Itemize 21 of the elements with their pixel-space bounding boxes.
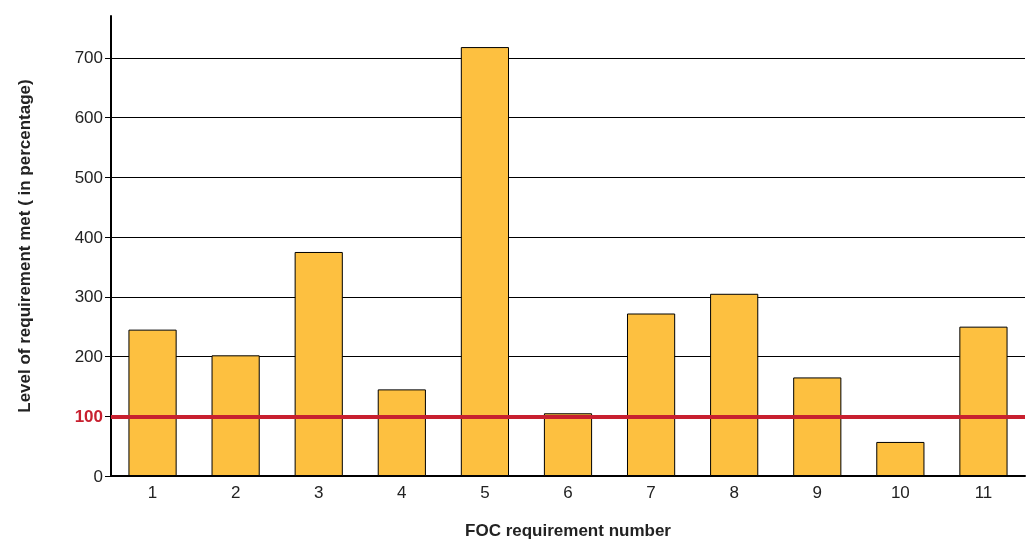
x-tick-label: 3 <box>313 483 324 502</box>
y-tick-label: 500 <box>74 167 103 187</box>
y-tick-label: 700 <box>74 48 103 68</box>
x-axis-title: FOC requirement number <box>465 521 672 540</box>
y-tick-label: 600 <box>74 108 103 128</box>
x-tick-label: 5 <box>480 483 490 502</box>
x-tick-label: 6 <box>563 483 573 502</box>
x-tick-label: 7 <box>646 483 656 502</box>
y-tick-label: 100 <box>74 406 103 426</box>
x-tick-label: 4 <box>397 483 407 502</box>
x-tick-label: 1 <box>147 483 158 502</box>
y-tick-label: 400 <box>74 227 103 247</box>
x-tick-label: 2 <box>230 483 241 502</box>
y-tick-label: 0 <box>93 466 103 486</box>
x-tick-label: 8 <box>729 483 739 502</box>
x-tick-label: 9 <box>812 483 823 502</box>
y-tick-label: 200 <box>74 347 103 367</box>
y-axis-title: Level of requirement met ( in percentage) <box>15 79 34 413</box>
x-tick-label: 10 <box>890 483 910 502</box>
y-tick-label: 300 <box>74 287 103 307</box>
x-tick-label: 11 <box>974 483 993 502</box>
